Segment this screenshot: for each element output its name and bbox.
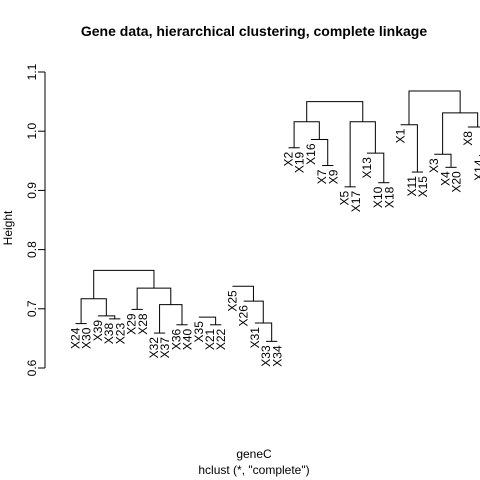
y-tick-label: 0.7 [25, 300, 39, 317]
leaf-label: X31 [248, 327, 262, 349]
leaf-label: X18 [382, 186, 396, 208]
leaf-label: X23 [113, 323, 127, 345]
leaf-label: X30 [80, 327, 94, 349]
y-tick-label: 0.9 [25, 182, 39, 199]
leaf-label: X4 [438, 171, 452, 186]
leaf-label: X35 [192, 321, 206, 343]
x-axis-sublabel: hclust (*, "complete") [198, 463, 309, 477]
dendrogram-tree [75, 90, 480, 342]
leaf-label: X7 [315, 169, 329, 184]
y-axis: 0.6 0.7 0.8 0.9 1.0 1.1 [25, 63, 46, 376]
dendrogram-branch [408, 90, 461, 125]
leaf-labels: X24X30X39X38X23X29X28X32X37X36X40X35X21X… [69, 128, 480, 366]
leaf-label: X21 [203, 328, 217, 350]
leaf-label: X29 [125, 313, 139, 335]
leaf-label: X5 [338, 191, 352, 206]
leaf-label: X15 [416, 176, 430, 198]
leaf-label: X2 [281, 151, 295, 166]
leaf-label: X32 [147, 337, 161, 359]
y-tick-label: 1.0 [25, 123, 39, 140]
leaf-label: X13 [360, 157, 374, 179]
leaf-label: X3 [427, 158, 441, 173]
leaf-label: X26 [237, 305, 251, 327]
y-tick-label: 1.1 [25, 63, 39, 80]
leaf-label: X22 [214, 328, 228, 350]
dendrogram-branch [232, 285, 254, 302]
dendrogram-branch [243, 300, 264, 324]
x-axis-label: geneC [236, 447, 272, 461]
chart-title: Gene data, hierarchical clustering, comp… [81, 23, 427, 39]
y-tick-label: 0.6 [25, 359, 39, 376]
dendrogram-branch [93, 269, 155, 299]
leaf-label: X25 [225, 290, 239, 312]
y-tick-label: 0.8 [25, 241, 39, 258]
leaf-label: X17 [349, 191, 363, 213]
dendrogram-branch [310, 138, 329, 166]
leaf-label: X9 [326, 169, 340, 184]
leaf-label: X10 [371, 186, 385, 208]
dendrogram-branch [136, 287, 172, 310]
leaf-label: X40 [181, 328, 195, 350]
leaf-label: X37 [158, 337, 172, 359]
dendrogram-branch [80, 298, 107, 324]
leaf-label: X20 [450, 171, 464, 193]
dendrogram-branch [198, 316, 217, 325]
dendrogram-branch [366, 152, 385, 183]
leaf-label: X1 [394, 128, 408, 143]
leaf-label: X34 [270, 345, 284, 367]
leaf-label: X28 [136, 313, 150, 335]
leaf-label: X11 [405, 176, 419, 197]
dendrogram-branch [467, 126, 480, 128]
leaf-label: X16 [304, 143, 318, 165]
dendrogram-branch [400, 124, 418, 173]
y-axis-label: Height [1, 210, 15, 245]
leaf-label: X36 [169, 328, 183, 350]
leaf-label: X19 [293, 151, 307, 173]
leaf-label: X39 [91, 320, 105, 342]
leaf-label: X8 [461, 131, 475, 146]
dendrogram-branch [254, 322, 273, 342]
dendrogram-branch [97, 315, 116, 319]
dendrogram-branch [434, 153, 452, 168]
leaf-label: X24 [69, 327, 83, 349]
leaf-label: X33 [259, 345, 273, 367]
dendrogram-branch [306, 101, 364, 122]
leaf-label: X14 [472, 159, 480, 181]
leaf-label: X38 [102, 323, 116, 345]
